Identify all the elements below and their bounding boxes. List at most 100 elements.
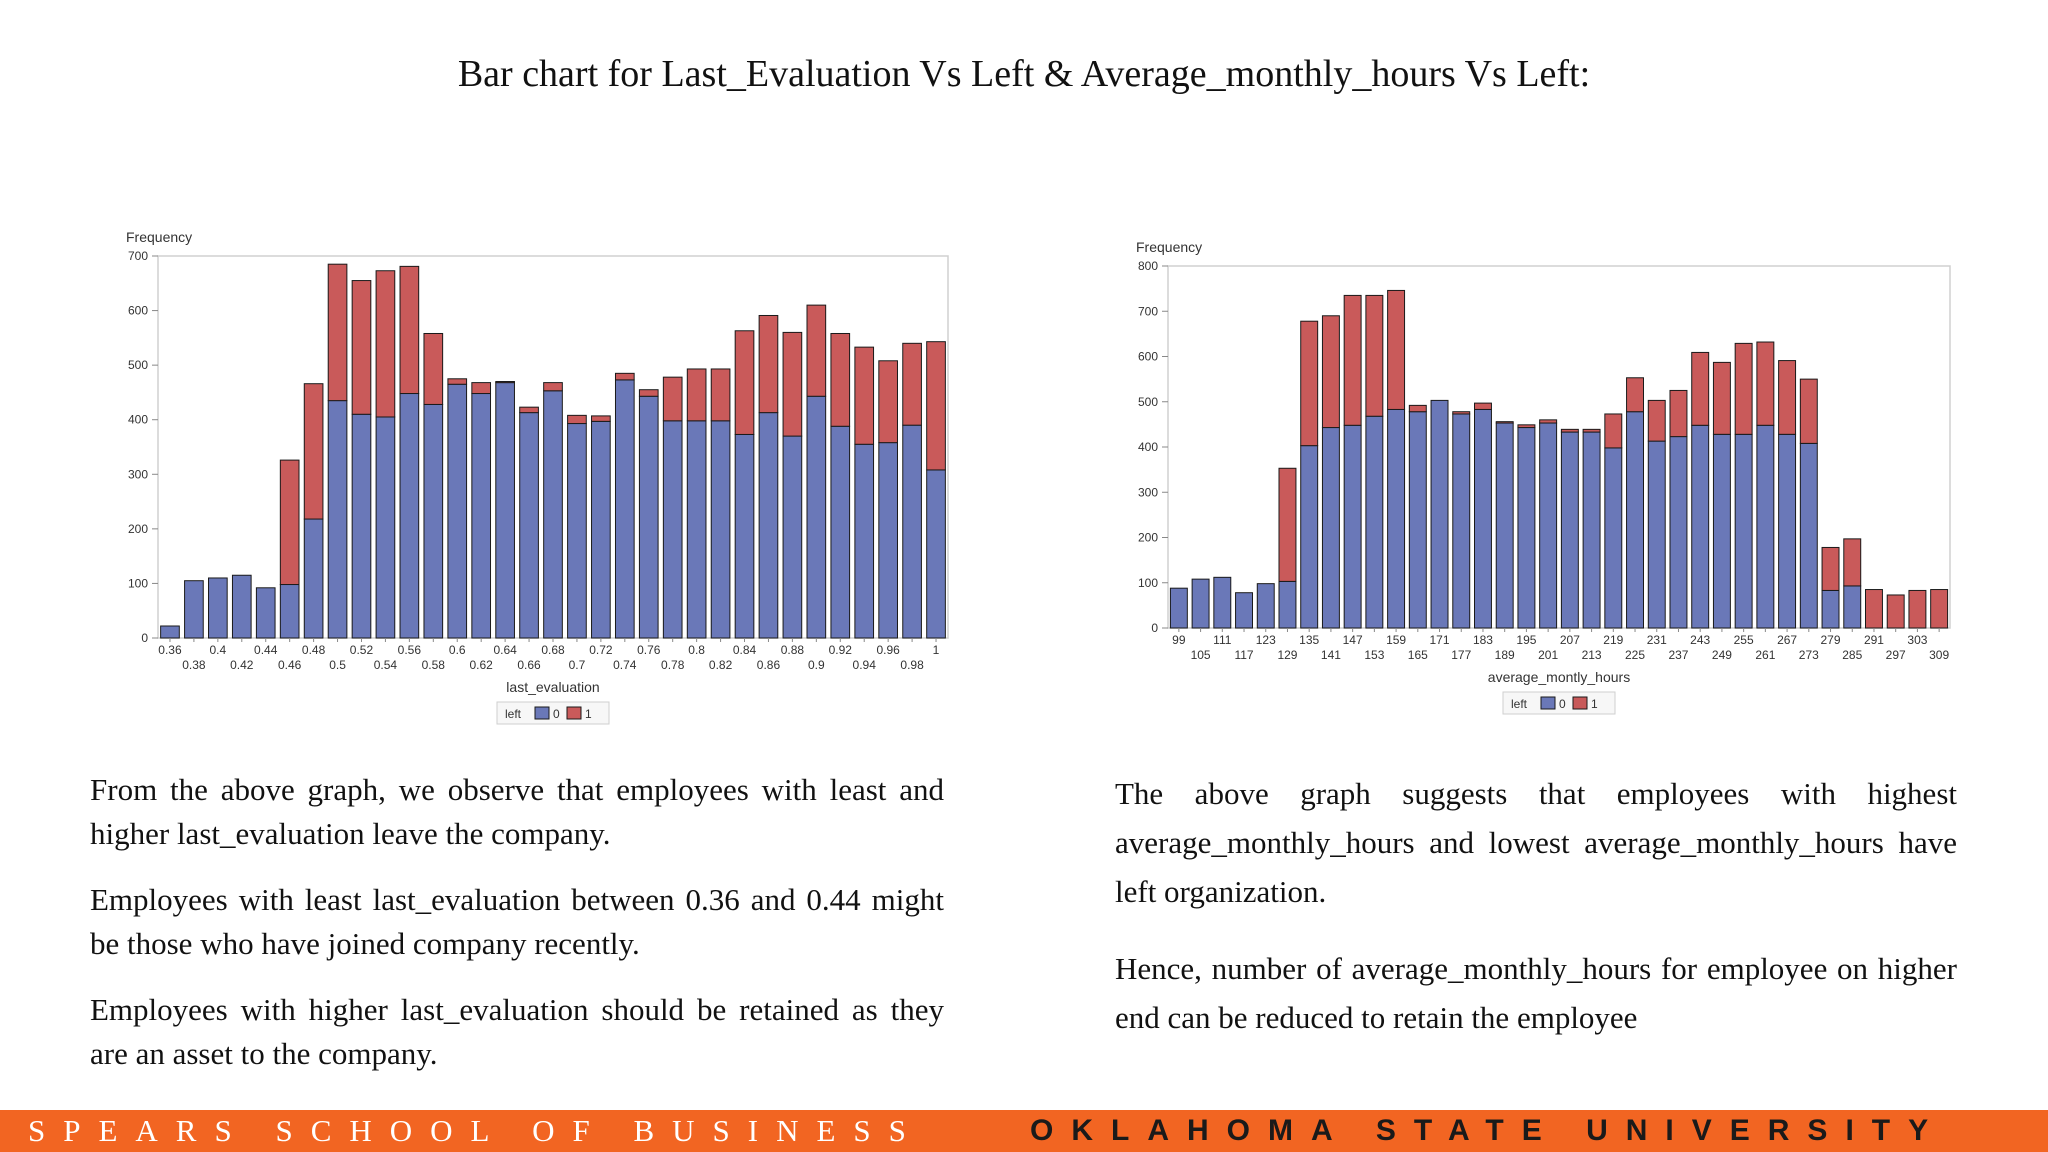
average-monthly-hours-chart-svg: Frequency0100200300400500600700800991051… [1136,239,1951,715]
x-tick-label: 267 [1777,633,1797,647]
bar-left-0 [1712,433,1731,629]
bar-left-1 [1843,538,1862,587]
bar-left-0 [1604,447,1623,629]
footer-school-name: SPEARS SCHOOL OF BUSINESS [28,1113,924,1148]
x-tick-label: 0.94 [853,658,877,672]
x-tick-label: 0.92 [829,643,853,657]
bar-left-1 [1365,294,1384,417]
x-tick-label: 0.78 [661,658,685,672]
bar-left-1 [1756,341,1775,426]
bar-left-1 [902,342,922,426]
bar-left-0 [399,393,420,639]
bar-left-1 [1799,378,1818,444]
bar-left-0 [782,435,803,639]
y-tick-label: 500 [1138,395,1158,409]
x-tick-label: 0.96 [876,643,900,657]
x-tick-label: 219 [1603,633,1623,647]
x-tick-label: 135 [1299,633,1319,647]
bar-left-0 [567,423,587,639]
bar-left-1 [686,368,707,422]
x-tick-label: 0.46 [278,658,302,672]
x-tick-label: 0.8 [688,643,705,657]
x-tick-label: 1 [933,643,940,657]
bar-left-0 [1582,431,1601,629]
x-tick-label: 123 [1256,633,1276,647]
bar-left-0 [1799,442,1818,629]
x-tick-label: 0.68 [541,643,565,657]
bar-left-0 [1669,436,1688,629]
x-tick-label: 213 [1582,648,1602,662]
x-tick-label: 183 [1473,633,1493,647]
x-axis-label: average_montly_hours [1488,669,1630,685]
bar-left-0 [471,393,492,639]
average-monthly-hours-chart: Frequency 0 100 200 300 400 500 600 700 800 99 105 1… [1098,228,1968,728]
left-paragraph-2: Employees with least last_evaluation bet… [90,882,944,962]
bar-left-1 [1408,404,1427,413]
bar-left-0 [184,580,204,639]
x-tick-label: 171 [1430,633,1450,647]
x-tick-label: 0.72 [589,643,613,657]
bar-left-1 [1691,351,1710,426]
bar-left-0 [1235,592,1253,629]
y-tick-label: 100 [128,576,148,590]
bar-left-1 [447,378,468,385]
bar-left-1 [1821,546,1840,591]
x-tick-label: 303 [1907,633,1927,647]
bar-left-1 [926,341,946,471]
bar-left-0 [1278,580,1297,629]
y-tick-label: 400 [1138,440,1158,454]
bar-left-0 [1495,422,1514,629]
y-axis-label: Frequency [126,229,192,245]
x-tick-label: 309 [1929,648,1949,662]
bar-left-0 [279,584,300,639]
bar-left-1 [854,346,875,445]
y-tick-label: 200 [1138,531,1158,545]
legend-label-1: 1 [585,707,592,721]
x-tick-label: 0.36 [158,643,182,657]
bar-left-1 [1517,424,1536,429]
bar-left-1 [1669,389,1688,438]
y-tick-label: 0 [141,631,148,645]
bar-left-1 [1626,377,1644,413]
bar-left-1 [1930,589,1949,629]
bar-left-0 [543,390,563,639]
bar-left-0 [1213,576,1232,629]
bar-left-1 [638,389,659,397]
bar-left-0 [1560,431,1579,629]
bar-left-1 [710,368,731,422]
bar-left-1 [1712,361,1731,435]
bar-left-0 [806,395,827,639]
bar-left-1 [1321,315,1340,429]
bar-left-0 [1778,433,1797,629]
y-tick-label: 100 [1138,576,1158,590]
bar-left-0 [1843,585,1862,629]
x-tick-label: 0.56 [398,643,422,657]
bar-left-0 [375,416,396,639]
bar-left-1 [614,372,635,381]
x-axis-label: last_evaluation [506,679,599,695]
bar-left-0 [1169,587,1188,629]
bar-left-0 [878,442,898,639]
bar-left-1 [1560,428,1579,433]
x-tick-label: 261 [1755,648,1775,662]
bar-left-1 [1495,421,1514,424]
bar-left-1 [1734,342,1753,435]
legend-label-0: 0 [553,707,560,721]
legend-swatch-0 [1540,696,1556,710]
bar-left-1 [734,330,755,435]
x-tick-label: 0.58 [422,658,446,672]
bar-left-0 [902,424,922,639]
x-tick-label: 117 [1234,648,1253,662]
bar-left-0 [255,587,276,639]
left-paragraph-1: From the above graph, we observe that em… [90,772,944,852]
bar-left-1 [1582,428,1601,433]
x-tick-label: 0.4 [210,643,227,657]
x-tick-label: 0.82 [709,658,733,672]
x-tick-label: 0.54 [374,658,398,672]
right-paragraph-2: Hence, number of average_monthly_hours f… [1115,951,1957,1035]
bar-left-1 [1387,289,1406,410]
bar-left-1 [279,459,300,586]
bar-left-0 [926,469,946,639]
x-tick-label: 141 [1321,648,1341,662]
x-tick-label: 0.66 [517,658,541,672]
